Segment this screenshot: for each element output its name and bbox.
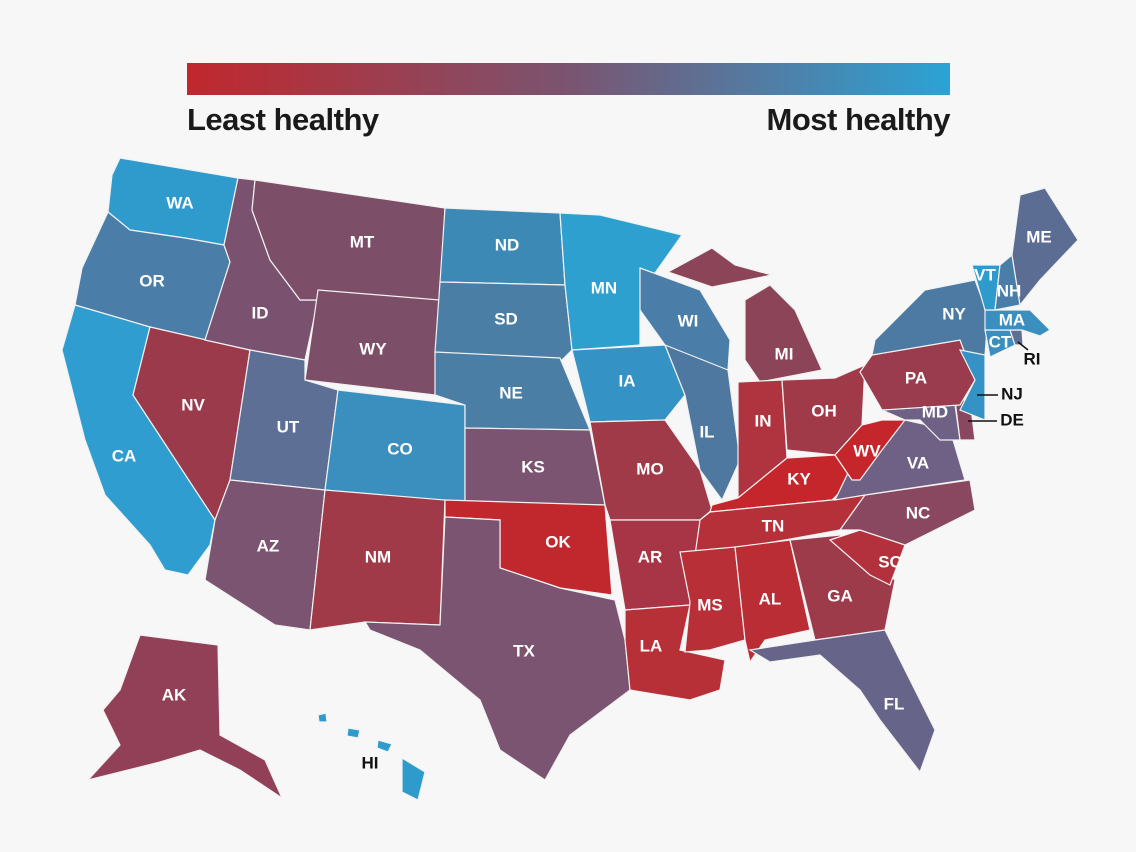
state-label-az: AZ	[257, 536, 280, 555]
state-label-ia: IA	[619, 371, 636, 390]
state-label-ny: NY	[942, 304, 966, 323]
state-label-wa: WA	[166, 193, 193, 212]
state-label-mn: MN	[591, 278, 617, 297]
state-shape-fl	[748, 629, 936, 774]
state-label-fl: FL	[884, 694, 905, 713]
state-shape-mi	[744, 284, 823, 383]
state-label-ky: KY	[787, 469, 811, 488]
state-shape-sd	[434, 281, 573, 363]
state-shape-hi	[376, 739, 393, 753]
state-me	[1011, 187, 1079, 307]
state-label-ok: OK	[545, 532, 571, 551]
state-label-wv: WV	[853, 441, 881, 460]
state-label-tn: TN	[762, 516, 785, 535]
state-label-nv: NV	[181, 395, 205, 414]
state-label-il: IL	[699, 422, 714, 441]
state-shape-hi	[401, 756, 426, 801]
state-shape-ak	[86, 634, 284, 800]
state-label-nc: NC	[906, 503, 931, 522]
state-label-la: LA	[640, 636, 663, 655]
state-label-wy: WY	[359, 339, 387, 358]
state-mi	[666, 247, 823, 383]
state-label-wi: WI	[678, 311, 699, 330]
leader-line-ri	[1017, 341, 1029, 351]
state-label-nd: ND	[495, 235, 520, 254]
state-label-ri: RI	[1024, 349, 1041, 368]
state-label-nj: NJ	[1001, 384, 1023, 403]
state-label-ak: AK	[162, 685, 187, 704]
state-label-hi: HI	[362, 753, 379, 772]
state-label-ga: GA	[827, 586, 853, 605]
state-shape-nj	[958, 349, 986, 421]
state-il	[663, 343, 741, 502]
state-label-nh: NH	[997, 281, 1022, 300]
state-label-oh: OH	[811, 401, 837, 420]
state-shape-ma	[984, 309, 1051, 337]
state-nj	[958, 349, 986, 421]
state-label-in: IN	[755, 411, 772, 430]
state-fl	[748, 629, 936, 774]
state-label-nm: NM	[365, 547, 391, 566]
state-ak	[86, 634, 284, 800]
state-shape-sc	[828, 529, 906, 586]
state-label-ar: AR	[638, 547, 663, 566]
state-label-co: CO	[387, 439, 413, 458]
state-shape-ia	[571, 344, 686, 423]
state-label-mt: MT	[350, 232, 375, 251]
legend-gradient-bar	[187, 63, 950, 95]
state-shape-il	[663, 343, 741, 502]
state-shape-mi	[666, 247, 773, 288]
state-label-mi: MI	[775, 344, 794, 363]
state-label-me: ME	[1026, 227, 1052, 246]
state-label-md: MD	[922, 402, 948, 421]
state-label-mo: MO	[636, 459, 663, 478]
state-shape-wv	[834, 419, 907, 481]
state-label-ks: KS	[521, 457, 545, 476]
state-shape-tx	[363, 516, 631, 781]
state-wv	[834, 419, 907, 481]
state-label-id: ID	[252, 303, 269, 322]
state-tx	[363, 516, 631, 781]
state-la	[624, 604, 726, 701]
state-label-ma: MA	[999, 310, 1025, 329]
state-label-ut: UT	[277, 417, 300, 436]
state-shape-hi	[317, 712, 328, 723]
state-label-sc: SC	[878, 552, 902, 571]
state-sc	[828, 529, 906, 586]
state-hi	[317, 712, 426, 801]
state-label-sd: SD	[494, 309, 518, 328]
state-ma	[984, 309, 1051, 337]
state-label-va: VA	[907, 453, 929, 472]
state-label-or: OR	[139, 271, 165, 290]
legend-most-healthy-label: Most healthy	[766, 102, 951, 137]
state-shape-hi	[346, 727, 361, 739]
state-label-ms: MS	[697, 595, 723, 614]
state-shape-la	[624, 604, 726, 701]
state-label-ct: CT	[989, 332, 1012, 351]
state-ia	[571, 344, 686, 423]
state-shape-me	[1011, 187, 1079, 307]
state-label-pa: PA	[905, 368, 927, 387]
legend-least-healthy-label: Least healthy	[187, 102, 379, 137]
state-label-ne: NE	[499, 383, 523, 402]
state-label-vt: VT	[974, 265, 996, 284]
state-sd	[434, 281, 573, 363]
state-label-ca: CA	[112, 446, 137, 465]
state-label-al: AL	[759, 589, 782, 608]
state-label-tx: TX	[513, 641, 535, 660]
state-label-de: DE	[1000, 410, 1024, 429]
